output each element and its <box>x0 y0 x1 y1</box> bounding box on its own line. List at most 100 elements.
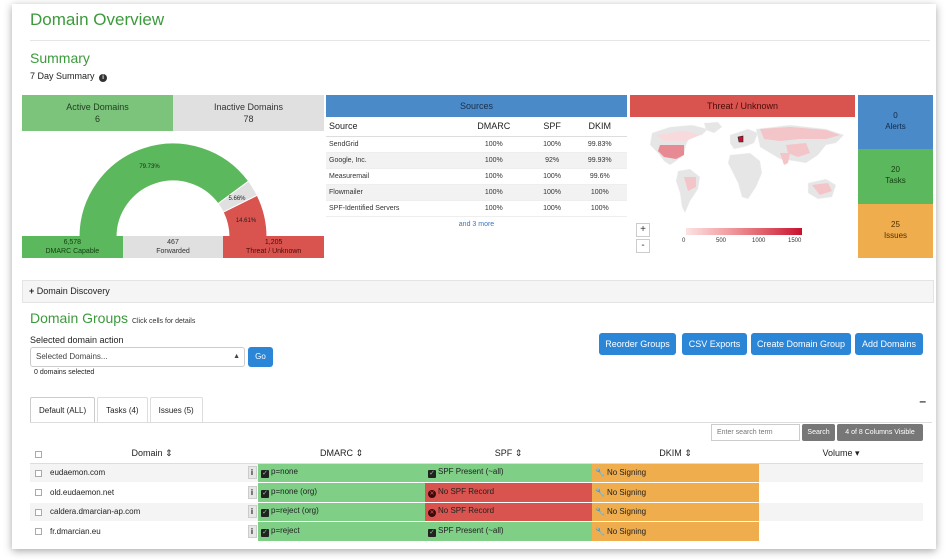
sources-more-link[interactable]: and 3 more <box>458 220 495 228</box>
dmarc-cell[interactable]: ✓ p=reject <box>258 521 425 542</box>
domain-discovery-label: Domain Discovery <box>36 286 110 296</box>
domain-info-button[interactable]: i <box>247 505 257 519</box>
source-row[interactable]: SendGrid 100% 100% 99.83% <box>326 136 627 153</box>
map-region-australia-threat <box>812 183 832 195</box>
volume-cell[interactable] <box>759 463 923 483</box>
col-domain[interactable]: Domain ⇕ <box>46 445 258 464</box>
source-row[interactable]: SPF-Identified Servers 100% 100% 100% <box>326 200 627 217</box>
domain-cell[interactable]: caldera.dmarcian-ap.com <box>46 502 246 522</box>
spf-cell[interactable]: ✕ No SPF Record <box>425 502 592 522</box>
sort-icon: ⇕ <box>164 448 173 459</box>
source-row[interactable]: Flowmailer 100% 100% 100% <box>326 184 627 201</box>
col-dmarc[interactable]: DMARC ⇕ <box>258 445 425 464</box>
csv-exports-button[interactable]: CSV Exports <box>682 333 747 355</box>
summary-subtitle: 7 Day Summary i <box>30 71 108 82</box>
check-icon: ✓ <box>261 489 269 498</box>
forwarded-label: Forwarded <box>156 248 190 255</box>
domain-info-button[interactable]: i <box>247 524 257 538</box>
volume-cell[interactable] <box>759 482 923 503</box>
donut-slice-threat[interactable] <box>222 194 268 237</box>
zoom-out-button[interactable]: - <box>636 239 650 253</box>
threat-unknown-tile[interactable]: 1,205 Threat / Unknown <box>223 236 325 258</box>
col-volume[interactable]: Volume ▾ <box>759 445 923 464</box>
row-checkbox[interactable] <box>34 469 42 477</box>
add-domains-button[interactable]: Add Domains <box>855 333 923 355</box>
issues-value: 25 <box>891 219 900 229</box>
threat-header: Threat / Unknown <box>630 95 855 117</box>
select-all-checkbox[interactable] <box>34 450 42 458</box>
source-spf: 100% <box>531 168 573 185</box>
row-checkbox[interactable] <box>34 508 42 516</box>
active-domains-label: Active Domains <box>66 102 129 112</box>
table-row[interactable]: eudaemon.com i ✓ p=none ✓ SPF Present (~al… <box>30 463 923 483</box>
dmarc-cell[interactable]: ✓ p=none (org) <box>258 482 425 503</box>
dkim-cell[interactable]: 🔧 No Signing <box>592 521 759 542</box>
domain-action-select[interactable]: Selected Domains... ▲ <box>30 347 245 367</box>
go-button[interactable]: Go <box>248 347 273 367</box>
volume-cell[interactable] <box>759 502 923 522</box>
col-spf[interactable]: SPF ⇕ <box>425 445 592 464</box>
domain-discovery-toggle[interactable]: + Domain Discovery <box>22 280 934 303</box>
dkim-cell[interactable]: 🔧 No Signing <box>592 502 759 522</box>
source-spf: 92% <box>531 152 573 169</box>
world-threat-map[interactable] <box>630 121 855 226</box>
alerts-tile[interactable]: 0 Alerts <box>858 95 933 150</box>
active-domains-tile[interactable]: Active Domains 6 <box>22 95 173 131</box>
table-row[interactable]: fr.dmarcian.eu i ✓ p=reject ✓ SPF Present … <box>30 521 923 542</box>
source-row[interactable]: Measuremail 100% 100% 99.6% <box>326 168 627 185</box>
info-icon[interactable]: i <box>99 74 108 82</box>
tab-default-all[interactable]: Default (ALL) <box>30 397 96 422</box>
spf-cell[interactable]: ✓ SPF Present (~all) <box>425 521 592 542</box>
row-checkbox[interactable] <box>34 489 42 497</box>
dmarc-capable-tile[interactable]: 6,578 DMARC Capable <box>22 236 123 258</box>
map-region-usa <box>658 145 684 159</box>
issues-tile[interactable]: 25 Issues <box>858 203 933 258</box>
error-icon: ✕ <box>428 489 436 498</box>
wrench-icon: 🔧 <box>595 468 605 478</box>
map-region-canada <box>656 131 700 141</box>
forwarded-tile[interactable]: 467 Forwarded <box>122 236 224 258</box>
spf-cell[interactable]: ✓ SPF Present (~all) <box>425 463 592 483</box>
col-volume-label: Volume <box>822 448 853 459</box>
dmarc-capable-value: 6,578 <box>63 239 82 246</box>
domain-cell[interactable]: old.eudaemon.net <box>46 482 246 503</box>
search-input[interactable]: Enter search term <box>711 424 800 441</box>
zoom-in-button[interactable]: + <box>636 223 650 237</box>
domain-cell[interactable]: eudaemon.com <box>46 463 246 483</box>
tab-tasks[interactable]: Tasks (4) <box>97 397 148 422</box>
row-checkbox[interactable] <box>34 528 42 536</box>
reorder-groups-button[interactable]: Reorder Groups <box>599 333 676 355</box>
tasks-tile[interactable]: 20 Tasks <box>858 149 933 204</box>
legend-label: 0 <box>682 238 686 244</box>
search-button[interactable]: Search <box>802 424 835 441</box>
spf-value: No SPF Record <box>438 486 495 496</box>
table-row[interactable]: old.eudaemon.net i ✓ p=none (org) ✕ No SPF… <box>30 482 923 503</box>
col-dkim[interactable]: DKIM ⇕ <box>592 445 759 464</box>
dkim-value: No Signing <box>606 487 647 497</box>
map-region-germany <box>737 135 744 143</box>
sources-header: Sources <box>326 95 627 117</box>
dkim-cell[interactable]: 🔧 No Signing <box>592 463 759 483</box>
collapse-icon[interactable]: – <box>919 394 926 408</box>
source-row[interactable]: Google, Inc. 100% 92% 99.93% <box>326 152 627 169</box>
map-region-africa <box>727 152 763 200</box>
col-dkim-label: DKIM <box>659 448 682 459</box>
dmarc-value: p=reject (org) <box>271 506 319 516</box>
domain-info-button[interactable]: i <box>247 485 257 499</box>
spf-cell[interactable]: ✕ No SPF Record <box>425 482 592 503</box>
donut-slice-dmarc-capable[interactable] <box>78 142 250 237</box>
domain-info-button[interactable]: i <box>247 466 257 480</box>
domain-cell[interactable]: fr.dmarcian.eu <box>46 521 246 542</box>
inactive-domains-tile[interactable]: Inactive Domains 78 <box>173 95 324 131</box>
domain-group-tabs: Default (ALL) Tasks (4) Issues (5) <box>30 397 205 422</box>
dmarc-cell[interactable]: ✓ p=reject (org) <box>258 502 425 522</box>
columns-visible-button[interactable]: 4 of 8 Columns Visible <box>837 424 923 441</box>
dmarc-cell[interactable]: ✓ p=none <box>258 463 425 483</box>
tab-issues[interactable]: Issues (5) <box>149 397 203 422</box>
create-domain-group-button[interactable]: Create Domain Group <box>751 333 851 355</box>
wrench-icon: 🔧 <box>595 507 605 517</box>
volume-cell[interactable] <box>759 521 923 542</box>
table-row[interactable]: caldera.dmarcian-ap.com i ✓ p=reject (org… <box>30 502 923 522</box>
selected-count: 0 domains selected <box>34 369 95 376</box>
dkim-cell[interactable]: 🔧 No Signing <box>592 482 759 503</box>
